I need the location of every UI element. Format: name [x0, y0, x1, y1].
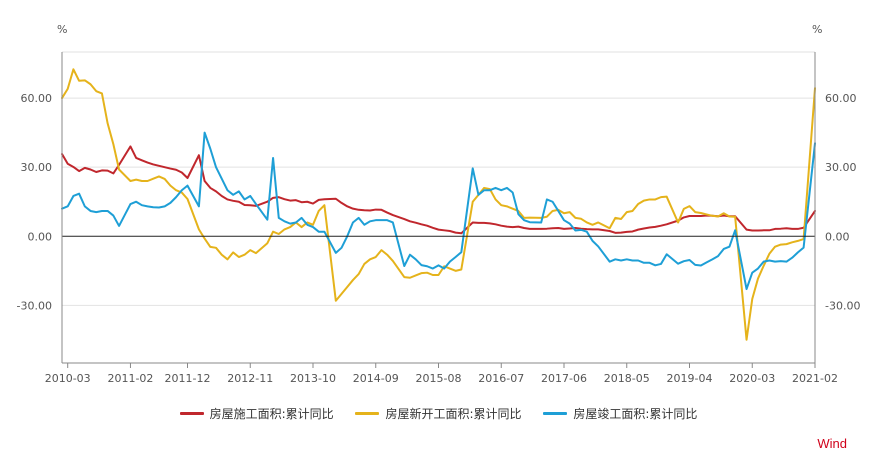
legend-item-new-starts[interactable]: 房屋新开工面积:累计同比: [355, 405, 522, 422]
y-tick-label-left: 60.00: [21, 92, 53, 105]
x-tick-label: 2013-10: [290, 372, 336, 385]
legend-swatch-completion: [543, 412, 568, 415]
legend-item-completion[interactable]: 房屋竣工面积:累计同比: [543, 405, 697, 422]
x-tick-label: 2019-04: [667, 372, 713, 385]
x-tick-label: 2020-03: [729, 372, 775, 385]
legend-item-construction[interactable]: 房屋施工面积:累计同比: [179, 405, 334, 422]
x-tick-label: 2012-11: [227, 372, 273, 385]
right-unit-label: %: [812, 23, 822, 36]
left-unit-label: %: [57, 23, 67, 36]
y-tick-label-left: 30.00: [21, 161, 53, 174]
x-tick-label: 2014-09: [353, 372, 399, 385]
legend-swatch-construction: [179, 412, 204, 415]
axes: -30.00 -30.00 0.00 0.00 30.00 30.00 60.00 60.00…: [17, 52, 860, 385]
x-tick-label: 2011-02: [107, 372, 153, 385]
x-tick-label: 2015-08: [416, 372, 462, 385]
legend-label-construction: 房屋施工面积:累计同比: [209, 407, 334, 421]
series-construction-line: [61, 145, 816, 235]
legend-label-new-starts: 房屋新开工面积:累计同比: [385, 407, 522, 421]
x-tick-label: 2017-06: [541, 372, 587, 385]
y-tick-label-right: 60.00: [825, 92, 857, 105]
legend-swatch-new-starts: [355, 412, 380, 415]
y-tick-label-left: 0.00: [28, 230, 53, 243]
series-new-starts-line: [61, 68, 816, 341]
x-tick-label: 2016-07: [478, 372, 524, 385]
x-tick-label: 2010-03: [45, 372, 91, 385]
y-tick-label-right: 0.00: [825, 230, 850, 243]
legend-label-completion: 房屋竣工面积:累计同比: [573, 407, 698, 421]
wind-logo: Wind: [817, 436, 847, 451]
series-lines: [61, 68, 816, 341]
series-completion-line: [61, 131, 816, 291]
x-tick-label: 2018-05: [604, 372, 650, 385]
grid-lines: [62, 51, 815, 306]
chart-legend: 房屋施工面积:累计同比 房屋新开工面积:累计同比 房屋竣工面积:累计同比: [0, 404, 877, 422]
y-tick-label-left: -30.00: [17, 299, 52, 312]
y-tick-label-right: -30.00: [825, 299, 860, 312]
x-tick-label: 2011-12: [165, 372, 211, 385]
y-tick-label-right: 30.00: [825, 161, 857, 174]
x-tick-label: 2021-02: [792, 372, 838, 385]
